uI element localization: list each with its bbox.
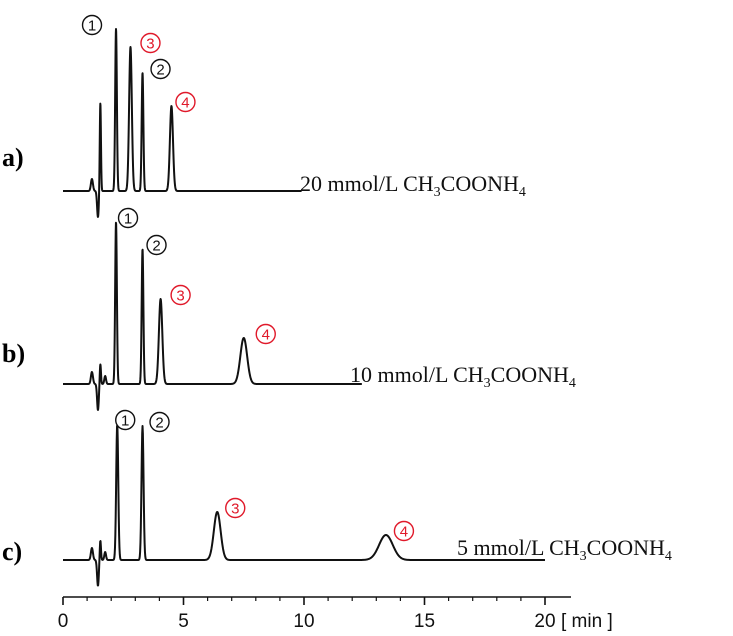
peak-marker-4: 4: [255, 323, 276, 345]
peak-number: 4: [181, 95, 189, 112]
condition-label: 20 mmol/L CH3COONH4: [300, 171, 526, 200]
trace-label: b): [2, 339, 25, 368]
condition-label: 5 mmol/L CH3COONH4: [457, 535, 672, 564]
trace-line: [62, 28, 303, 218]
peak-marker-circle: [225, 497, 246, 519]
x-axis: 0 5 10 15 20 [ min ]: [58, 596, 613, 632]
peak-marker-2: 2: [146, 234, 167, 256]
peak-number: 1: [124, 211, 132, 228]
peak-marker-circle: [255, 323, 276, 345]
condition-text: COONH: [441, 171, 519, 196]
trace-label: a): [2, 143, 24, 172]
peak-marker-1: 1: [117, 207, 139, 229]
condition-subscript: 4: [665, 549, 672, 564]
trace-label: c): [2, 537, 22, 566]
condition-text: 10 mmol/L CH: [350, 362, 484, 387]
peak-marker-circle: [170, 284, 191, 306]
trace-line: [62, 221, 363, 411]
peak-marker-circle: [149, 411, 170, 433]
peak-marker-1: 1: [115, 409, 136, 431]
peak-marker-4: 4: [175, 91, 196, 113]
condition-subscript: 3: [580, 549, 587, 564]
condition-text: COONH: [491, 362, 569, 387]
peak-number: 2: [155, 415, 163, 432]
peak-marker-circle: [146, 234, 167, 256]
peak-marker-3: 3: [140, 32, 161, 54]
condition-text: 20 mmol/L CH: [300, 171, 434, 196]
condition-subscript: 4: [569, 376, 576, 391]
x-tick-label: 5: [178, 611, 189, 632]
condition-subscript: 3: [434, 185, 441, 200]
peak-marker-circle: [117, 207, 139, 229]
x-tick-label: 15: [414, 611, 435, 632]
peak-number: 3: [146, 36, 154, 53]
peak-marker-circle: [150, 58, 171, 80]
peak-marker-circle: [393, 520, 415, 542]
peak-number: 1: [121, 413, 129, 430]
peak-number: 4: [262, 327, 270, 344]
peak-number: 3: [176, 288, 184, 305]
x-tick-label: 10: [293, 611, 314, 632]
peak-marker-4: 4: [393, 520, 415, 542]
peak-marker-circle: [140, 32, 161, 54]
peak-number: 1: [88, 18, 96, 35]
condition-subscript: 4: [519, 185, 526, 200]
peak-marker-2: 2: [149, 411, 170, 433]
trace-line: [62, 424, 546, 587]
peak-number: 2: [156, 62, 164, 79]
x-tick-label: 20: [534, 611, 555, 632]
condition-subscript: 3: [484, 376, 491, 391]
peak-marker-3: 3: [170, 284, 191, 306]
peak-marker-3: 3: [225, 497, 246, 519]
peak-marker-circle: [115, 409, 136, 431]
condition-text: COONH: [587, 535, 665, 560]
x-tick-label: 0: [58, 611, 69, 632]
peak-number: 3: [231, 501, 239, 518]
peak-marker-circle: [175, 91, 196, 113]
peak-number: 4: [400, 524, 408, 541]
x-axis-unit: [ min ]: [561, 611, 613, 632]
peak-number: 2: [152, 238, 160, 255]
condition-text: 5 mmol/L CH: [457, 535, 580, 560]
peak-marker-2: 2: [150, 58, 171, 80]
peak-marker-circle: [81, 14, 103, 36]
peak-marker-1: 1: [81, 14, 103, 36]
condition-label: 10 mmol/L CH3COONH4: [350, 362, 576, 391]
